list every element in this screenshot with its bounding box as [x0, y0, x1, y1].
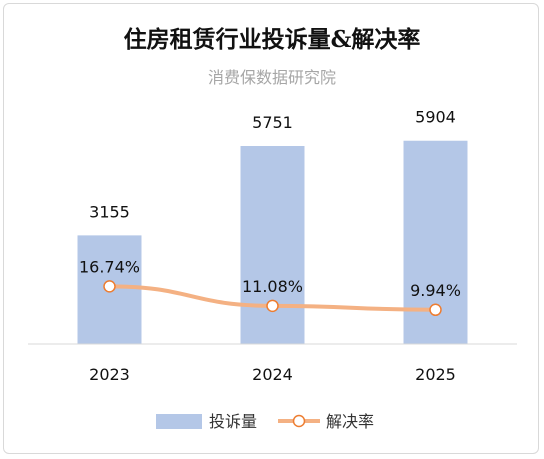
- line-value-label: 16.74%: [79, 257, 140, 276]
- bar-value-label: 5751: [252, 113, 293, 132]
- bar-value-label: 5904: [415, 108, 456, 127]
- line-value-label: 11.08%: [242, 277, 303, 296]
- line-value-label: 9.94%: [410, 281, 461, 300]
- bar-value-label: 3155: [89, 202, 130, 221]
- x-tick-label: 2023: [89, 365, 130, 384]
- legend-line-label: 解决率: [326, 412, 374, 431]
- legend-bar-label: 投诉量: [209, 412, 257, 431]
- legend-bar-swatch: [156, 414, 202, 429]
- line-point: [266, 299, 279, 313]
- legend-line-marker: [292, 414, 306, 428]
- x-tick-label: 2025: [415, 365, 456, 384]
- line-point: [429, 303, 442, 317]
- line-point: [103, 280, 116, 293]
- x-tick-label: 2024: [252, 365, 293, 384]
- chart-title: 住房租赁行业投诉量&解决率: [123, 26, 421, 53]
- bar-2024: [240, 146, 305, 344]
- chart-subtitle: 消费保数据研究院: [207, 68, 336, 87]
